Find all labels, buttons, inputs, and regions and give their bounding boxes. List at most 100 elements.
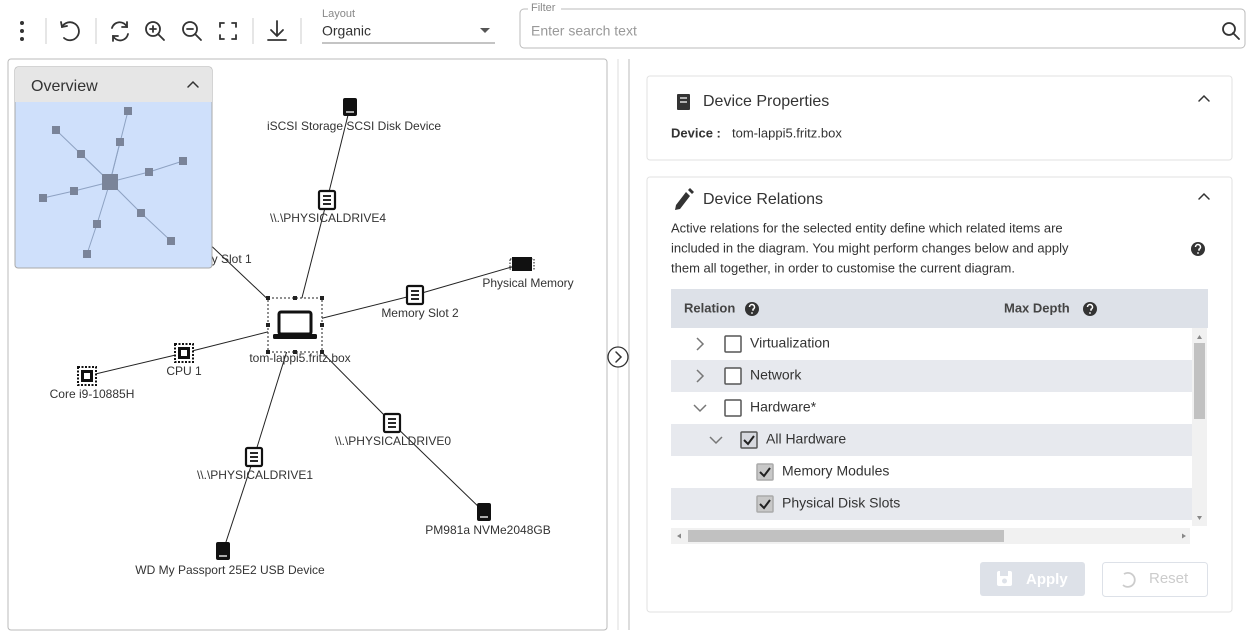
handle [320, 350, 324, 354]
shape [277, 310, 313, 336]
shape [216, 542, 230, 560]
description-line: included in the diagram. You might perfo… [671, 240, 1069, 255]
node-icon [509, 257, 535, 271]
node-icon [317, 189, 337, 211]
refresh-button[interactable] [111, 21, 129, 42]
reset-button[interactable]: Reset [1102, 562, 1208, 597]
shape [509, 258, 535, 270]
apply-button[interactable]: Apply [980, 562, 1085, 596]
menu-button[interactable] [20, 21, 24, 41]
horizontal-scrollbar[interactable] [671, 528, 1190, 544]
collapse-panel-button[interactable] [607, 346, 629, 368]
tree-row: All Hardware [671, 424, 1192, 456]
node-label: tom-lappi5.fritz.box [249, 351, 350, 365]
zoom-out-button[interactable] [182, 21, 202, 41]
node-icon [244, 446, 264, 468]
expand-toggle[interactable] [693, 404, 707, 413]
button-label: Reset [1149, 570, 1189, 587]
node-icon [266, 296, 324, 354]
tree-row: Virtualization [696, 335, 830, 353]
shape [181, 350, 187, 356]
row-label: Hardware* [750, 399, 817, 415]
handle [293, 350, 297, 354]
filter-label: Filter [531, 2, 556, 14]
description-line: them all together, in order to customise… [671, 260, 1015, 275]
checkbox[interactable] [740, 431, 758, 449]
node-icon [477, 503, 491, 521]
node-icon [343, 98, 357, 116]
edge [326, 106, 351, 201]
node-label: Core i9-10885H [50, 387, 135, 401]
row-background [671, 424, 1192, 456]
node-label: iSCSI Storage SCSI Disk Device [267, 119, 441, 133]
check-mark [759, 499, 771, 510]
card-collapse[interactable] [1198, 94, 1210, 102]
layout-dropdown[interactable]: Layout Organic [322, 8, 495, 44]
edge [391, 422, 485, 513]
help-icon[interactable] [745, 302, 759, 316]
node-icon [405, 284, 425, 306]
layout-value: Organic [322, 23, 371, 39]
node-icon [77, 366, 97, 386]
checkbox[interactable] [724, 367, 742, 385]
node-label: \\.\PHYSICALDRIVE1 [197, 468, 313, 482]
shape [84, 373, 90, 379]
card-title: Device Relations [703, 191, 823, 208]
checkbox[interactable] [724, 335, 742, 353]
tree-row: Hardware* [693, 399, 817, 417]
card-collapse[interactable] [1198, 192, 1210, 200]
node-label: \\.\PHYSICALDRIVE0 [335, 434, 451, 448]
help-icon[interactable] [1191, 242, 1205, 256]
layout-label: Layout [322, 8, 355, 20]
node-label: CPU 1 [166, 364, 202, 378]
tree-row: Network [671, 360, 1192, 392]
fit-button[interactable] [219, 22, 237, 40]
filter-placeholder: Enter search text [531, 23, 637, 39]
handle [266, 323, 270, 327]
handle [266, 296, 270, 300]
description-line: Active relations for the selected entity… [671, 220, 1063, 235]
undo-button[interactable] [60, 21, 80, 42]
tree-row: Memory Modules [756, 463, 889, 481]
vertical-scrollbar[interactable] [1192, 328, 1207, 526]
help-icon[interactable] [1083, 302, 1097, 316]
expand-toggle[interactable] [709, 436, 723, 445]
edge [86, 352, 185, 377]
node-label: WD My Passport 25E2 USB Device [135, 563, 325, 577]
edge [222, 456, 255, 552]
zoom-in-button[interactable] [145, 21, 165, 41]
shape [273, 334, 317, 339]
checkbox[interactable] [756, 495, 774, 513]
handle [320, 323, 324, 327]
expand-toggle[interactable] [696, 369, 705, 383]
overview-collapse[interactable] [187, 80, 199, 88]
shape [343, 98, 357, 116]
overview-panel: Overview [14, 66, 213, 269]
node-label: \\.\PHYSICALDRIVE4 [270, 211, 386, 225]
shape [512, 257, 532, 271]
handle [293, 296, 297, 300]
download-button[interactable] [267, 20, 287, 41]
row-background [671, 360, 1192, 392]
node-label: Physical Memory [482, 276, 573, 290]
node-label: Memory Slot 2 [381, 306, 459, 320]
handle [266, 350, 270, 354]
device-relations-card: Device Relations Active relations for th… [646, 176, 1233, 613]
row-label: All Hardware [766, 431, 846, 447]
device-value: tom-lappi5.fritz.box [732, 125, 842, 140]
node-icon [382, 412, 402, 434]
filter-field[interactable]: Filter Enter search text [519, 2, 1246, 49]
tree-row: Physical Disk Slots [671, 488, 1192, 520]
node-icon [174, 343, 194, 363]
checkbox[interactable] [756, 463, 774, 481]
checkbox[interactable] [724, 399, 742, 417]
row-label: Memory Modules [782, 463, 889, 479]
shape [477, 503, 491, 521]
expand-toggle[interactable] [696, 337, 705, 351]
overview-title: Overview [31, 78, 98, 95]
column-header: Max Depth [1004, 300, 1070, 315]
row-background [671, 488, 1192, 520]
row-label: Virtualization [750, 335, 830, 351]
